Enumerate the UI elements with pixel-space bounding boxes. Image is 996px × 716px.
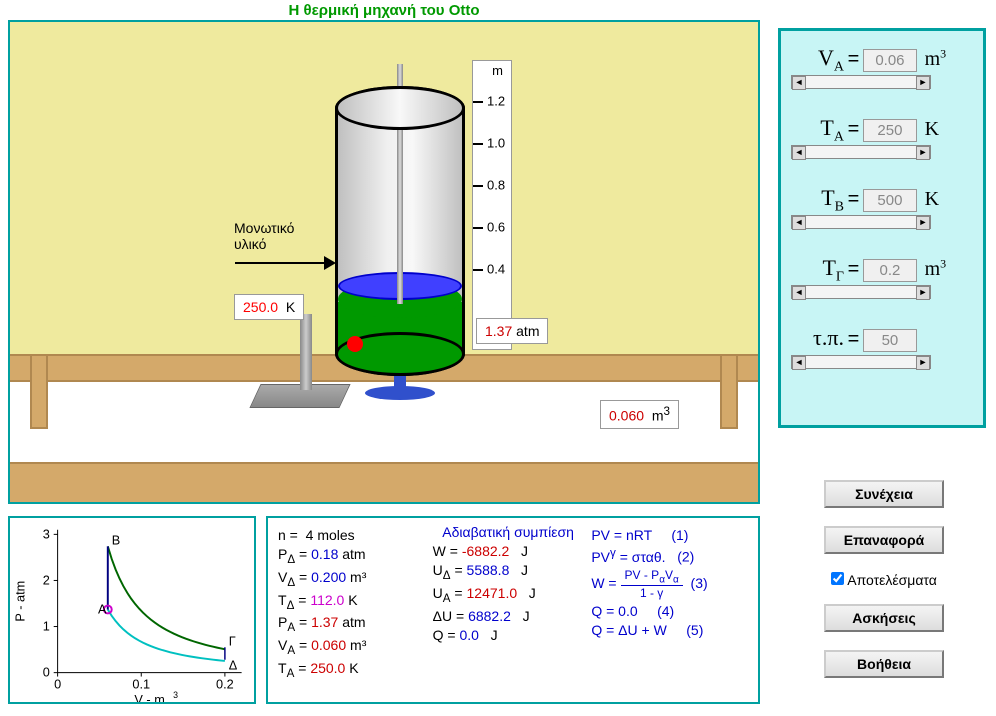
svg-text:0: 0 (54, 676, 61, 691)
param-symbol: VA (789, 45, 844, 75)
stand-pole (300, 314, 312, 390)
reset-button[interactable]: Επαναφορά (824, 526, 944, 554)
slider-left-icon[interactable]: ◄ (792, 76, 806, 90)
state-values-col: n = 4 moles PΔ = 0.18 atmVΔ = 0.200 m³TΔ… (278, 524, 425, 683)
svg-text:0: 0 (43, 665, 50, 680)
energy-values-col: Αδιαβατική συμπίεση W = -6882.2 J UΔ = 5… (425, 524, 591, 683)
slider-left-icon[interactable]: ◄ (792, 356, 806, 370)
results-checkbox[interactable] (831, 572, 844, 585)
slider-right-icon[interactable]: ► (916, 356, 930, 370)
param-row-4: τ.π. = ◄► (789, 325, 975, 373)
equation-row: PVγ = σταθ. (2) (591, 546, 748, 565)
app-title: Η θερμική μηχανή του Otto (8, 2, 760, 19)
controls-column: Συνέχεια Επαναφορά Αποτελέσματα Ασκήσεις… (800, 480, 968, 696)
results-panel: n = 4 moles PΔ = 0.18 atmVΔ = 0.200 m³TΔ… (266, 516, 760, 704)
param-row-0: VA = m3◄► (789, 45, 975, 93)
volume-readout: 0.060 m3 (600, 400, 679, 429)
slider-left-icon[interactable]: ◄ (792, 286, 806, 300)
state-row: VA = 0.060 m³ (278, 637, 425, 657)
results-label: Αποτελέσματα (847, 572, 937, 588)
equation-row: Q = ΔU + W (5) (591, 622, 748, 638)
svg-text:2: 2 (43, 572, 50, 587)
param-slider[interactable]: ◄► (791, 355, 931, 369)
equation-row: W = PV - PαVα1 - γ (3) (591, 568, 748, 600)
energy-row: UΔ = 5588.8 J (425, 562, 591, 582)
app-root: Η θερμική μηχανή του Otto (0, 0, 996, 716)
svg-text:1: 1 (43, 618, 50, 633)
continue-button[interactable]: Συνέχεια (824, 480, 944, 508)
state-row: PA = 1.37 atm (278, 614, 425, 634)
param-symbol: TB (789, 185, 844, 215)
svg-text:3: 3 (43, 526, 50, 541)
param-slider[interactable]: ◄► (791, 285, 931, 299)
param-input-tb[interactable] (863, 189, 917, 212)
energy-row: Q = 0.0 J (425, 627, 591, 643)
equation-row: PV = nRT (1) (591, 527, 748, 543)
param-row-3: TΓ = m3◄► (789, 255, 975, 303)
height-ruler: m 1.21.00.80.60.4 (472, 60, 512, 350)
param-input-τ.π.[interactable] (863, 329, 917, 352)
param-input-va[interactable] (863, 49, 917, 72)
help-button[interactable]: Βοήθεια (824, 650, 944, 678)
exercises-button[interactable]: Ασκήσεις (824, 604, 944, 632)
energy-row: ΔU = 6882.2 J (425, 608, 591, 624)
svg-text:0.1: 0.1 (132, 676, 150, 691)
state-row: TΔ = 112.0 K (278, 592, 425, 612)
param-row-2: TB = K◄► (789, 185, 975, 233)
param-symbol: TA (789, 115, 844, 145)
slider-right-icon[interactable]: ► (916, 216, 930, 230)
param-row-1: TA = K◄► (789, 115, 975, 163)
param-slider[interactable]: ◄► (791, 145, 931, 159)
results-checkbox-row: Αποτελέσματα (800, 572, 968, 588)
svg-text:B: B (112, 532, 120, 547)
cylinder-apparatus (335, 56, 465, 376)
ruler-unit: m (492, 63, 503, 78)
parameters-panel: VA = m3◄►TA = K◄►TB = K◄►TΓ = m3◄►τ.π. =… (778, 28, 986, 428)
insulation-arrow (235, 262, 330, 264)
simulation-area: m 1.21.00.80.60.4 Μονωτικό υλικό 250.0 K… (8, 20, 760, 504)
slider-right-icon[interactable]: ► (916, 286, 930, 300)
state-row: VΔ = 0.200 m³ (278, 569, 425, 589)
param-slider[interactable]: ◄► (791, 215, 931, 229)
slider-right-icon[interactable]: ► (916, 76, 930, 90)
svg-text:A: A (98, 601, 107, 616)
energy-row: UA = 12471.0 J (425, 585, 591, 605)
pv-chart: 0 1 2 3 0 0.1 0.2 A B ΓΔ P - atm V - m 3 (8, 516, 256, 704)
param-input-ta[interactable] (863, 119, 917, 142)
svg-text:0.2: 0.2 (216, 676, 234, 691)
svg-text:V - m: V - m (134, 692, 164, 702)
svg-text:P - atm: P - atm (12, 581, 27, 622)
state-row: PΔ = 0.18 atm (278, 546, 425, 566)
param-input-tγ[interactable] (863, 259, 917, 282)
heat-indicator (347, 336, 363, 352)
param-symbol: τ.π. (789, 325, 844, 351)
energy-row: W = -6882.2 J (425, 543, 591, 559)
svg-text:3: 3 (173, 690, 178, 700)
equation-row: Q = 0.0 (4) (591, 603, 748, 619)
equations-col: PV = nRT (1) PVγ = σταθ. (2) W = PV - PαVα… (591, 524, 748, 683)
slider-right-icon[interactable]: ► (916, 146, 930, 160)
svg-text:Γ: Γ (229, 633, 236, 648)
state-row: TA = 250.0 K (278, 660, 425, 680)
slider-left-icon[interactable]: ◄ (792, 216, 806, 230)
pv-chart-svg: 0 1 2 3 0 0.1 0.2 A B ΓΔ P - atm V - m 3 (10, 518, 254, 702)
slider-left-icon[interactable]: ◄ (792, 146, 806, 160)
svg-text:Δ: Δ (229, 658, 238, 673)
temperature-readout: 250.0 K (234, 294, 304, 320)
insulation-label: Μονωτικό υλικό (234, 220, 294, 252)
process-title: Αδιαβατική συμπίεση (425, 524, 591, 540)
param-symbol: TΓ (789, 255, 844, 285)
param-slider[interactable]: ◄► (791, 75, 931, 89)
pressure-readout: 1.37 atm (476, 318, 548, 344)
